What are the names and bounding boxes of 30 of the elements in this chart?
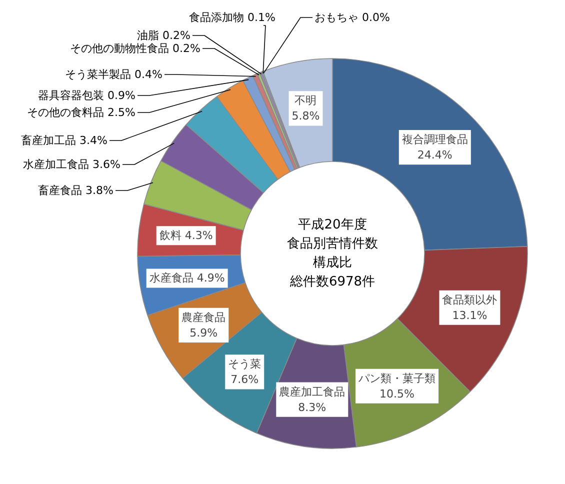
text: 構成比 <box>313 256 352 270</box>
data-label: 8.3% <box>298 400 326 414</box>
slice-label: 器具容器包装 0.9% <box>38 89 136 102</box>
slice-label: その他の食料品 2.5% <box>27 106 136 119</box>
data-label: 7.6% <box>230 373 259 386</box>
slice-label: 水産食品 4.9% <box>149 272 225 285</box>
text: 総件数6978件 <box>288 274 376 290</box>
data-label: 5.8% <box>292 110 320 123</box>
slice-label: 畜産加工品 3.4% <box>21 134 108 147</box>
data-label: 24.4% <box>417 148 452 162</box>
data-label: 13.1% <box>452 308 488 322</box>
slice-label: 食品添加物 0.1% <box>189 11 276 24</box>
slice-label: 食品類以外 <box>442 293 498 306</box>
slice-label: 油脂 0.2% <box>137 29 191 42</box>
text: 食品別苦情件数 <box>287 236 378 252</box>
data-label: 10.5% <box>380 387 415 400</box>
data-label: 5.9% <box>190 326 218 340</box>
slice-label: そう菜 <box>228 358 262 371</box>
slice-label: その他の動物性食品 0.2% <box>70 42 201 55</box>
slice-label: 複合調理食品 <box>402 133 468 146</box>
slice-label: 水産加工食品 3.6% <box>23 158 121 171</box>
text: 平成20年度 <box>298 216 367 232</box>
slice-label: パン類・菓子類 <box>358 372 436 385</box>
slice-label: 畜産食品 3.8% <box>38 184 114 197</box>
slice-label: そう菜半製品 0.4% <box>65 68 163 81</box>
slice-label: 農産食品 <box>182 310 226 324</box>
category-label: おもちゃ 0.0% <box>314 11 390 24</box>
slice-label: 不明 <box>294 94 317 108</box>
slice-label: 飲料 4.3% <box>159 229 213 242</box>
slice-label: 農産加工食品 <box>279 385 346 398</box>
